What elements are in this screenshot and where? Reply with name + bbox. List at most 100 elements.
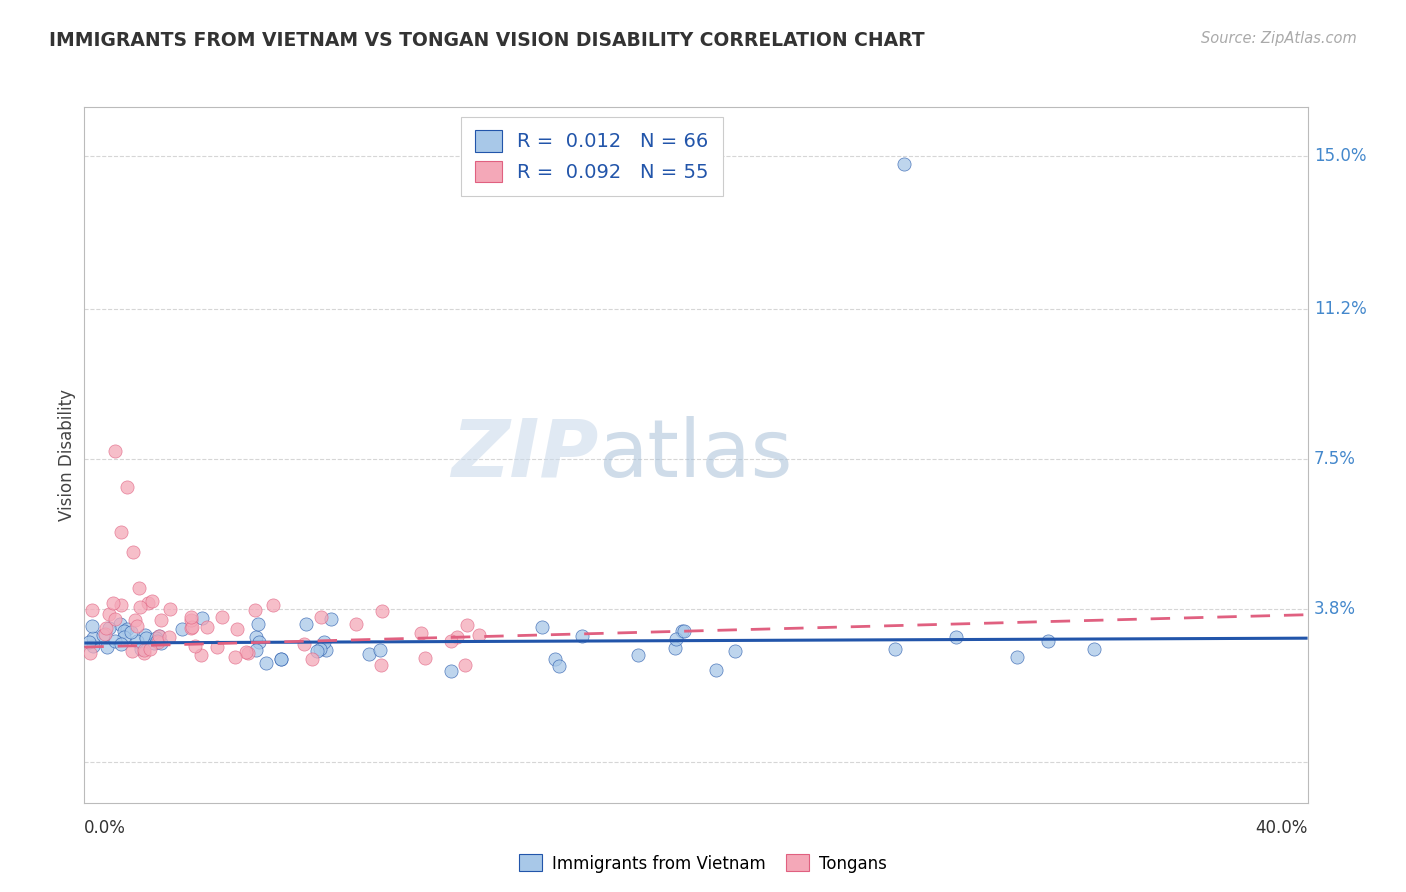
Point xyxy=(150,636,173,650)
Point xyxy=(146,634,169,648)
Point xyxy=(531,620,554,634)
Point xyxy=(110,598,132,612)
Point xyxy=(121,624,143,639)
Point xyxy=(135,631,157,645)
Point xyxy=(1083,642,1105,657)
Point xyxy=(704,663,727,677)
Point xyxy=(82,619,104,633)
Point xyxy=(112,624,135,639)
Point xyxy=(180,613,202,627)
Point xyxy=(79,646,101,660)
Point xyxy=(945,630,967,644)
Point xyxy=(453,658,475,673)
Point xyxy=(110,524,132,539)
Text: Source: ZipAtlas.com: Source: ZipAtlas.com xyxy=(1201,31,1357,46)
Point xyxy=(148,634,170,648)
Point xyxy=(82,639,104,653)
Point xyxy=(96,621,118,635)
Point xyxy=(211,609,233,624)
Point xyxy=(309,641,332,656)
Point xyxy=(134,628,156,642)
Text: 11.2%: 11.2% xyxy=(1313,301,1367,318)
Point xyxy=(159,601,181,615)
Point xyxy=(446,630,468,644)
Point xyxy=(143,636,166,650)
Point xyxy=(357,647,380,661)
Point xyxy=(145,632,167,646)
Point xyxy=(247,635,270,649)
Point xyxy=(91,627,114,641)
Point xyxy=(883,642,905,657)
Point xyxy=(104,443,127,458)
Point xyxy=(183,640,205,654)
Point xyxy=(370,657,392,672)
Point xyxy=(548,658,571,673)
Point xyxy=(245,643,267,657)
Point xyxy=(82,631,104,645)
Point xyxy=(270,651,292,665)
Point xyxy=(245,630,267,644)
Point xyxy=(97,621,120,635)
Point xyxy=(440,634,463,648)
Y-axis label: Vision Disability: Vision Disability xyxy=(58,389,76,521)
Point xyxy=(121,644,143,658)
Point xyxy=(371,604,394,618)
Point xyxy=(665,632,688,646)
Point xyxy=(148,629,170,643)
Point xyxy=(262,598,284,612)
Point xyxy=(124,613,146,627)
Point xyxy=(413,651,436,665)
Point xyxy=(148,629,170,643)
Point xyxy=(235,645,257,659)
Point xyxy=(254,656,277,670)
Point xyxy=(295,617,318,632)
Point xyxy=(104,634,127,648)
Point xyxy=(112,630,135,644)
Point xyxy=(127,619,149,633)
Point xyxy=(456,617,478,632)
Point xyxy=(671,624,693,639)
Point xyxy=(292,637,315,651)
Point xyxy=(1005,650,1028,665)
Point xyxy=(134,646,156,660)
Point xyxy=(315,643,337,657)
Point xyxy=(108,616,131,631)
Text: atlas: atlas xyxy=(598,416,793,494)
Point xyxy=(1036,634,1059,648)
Point xyxy=(664,641,686,656)
Point xyxy=(110,637,132,651)
Text: 15.0%: 15.0% xyxy=(1313,146,1367,165)
Point xyxy=(307,643,329,657)
Text: 0.0%: 0.0% xyxy=(84,819,127,837)
Point xyxy=(236,646,259,660)
Point xyxy=(190,648,212,663)
Text: IMMIGRANTS FROM VIETNAM VS TONGAN VISION DISABILITY CORRELATION CHART: IMMIGRANTS FROM VIETNAM VS TONGAN VISION… xyxy=(49,31,925,50)
Point xyxy=(80,603,103,617)
Point xyxy=(543,652,565,666)
Point xyxy=(368,642,391,657)
Point xyxy=(270,652,292,666)
Point xyxy=(139,642,162,657)
Point xyxy=(122,545,145,559)
Point xyxy=(672,624,695,638)
Point xyxy=(191,611,214,625)
Point xyxy=(312,634,335,648)
Point xyxy=(309,610,332,624)
Point xyxy=(157,630,180,644)
Legend: R =  0.012   N = 66, R =  0.092   N = 55: R = 0.012 N = 66, R = 0.092 N = 55 xyxy=(461,117,723,196)
Legend: Immigrants from Vietnam, Tongans: Immigrants from Vietnam, Tongans xyxy=(512,847,894,880)
Text: 40.0%: 40.0% xyxy=(1256,819,1308,837)
Point xyxy=(724,644,747,658)
Point xyxy=(344,617,367,632)
Point xyxy=(77,634,100,648)
Point xyxy=(149,613,172,627)
Point xyxy=(319,612,342,626)
Point xyxy=(134,642,156,657)
Point xyxy=(136,596,159,610)
Point xyxy=(246,617,269,632)
Text: 3.8%: 3.8% xyxy=(1313,599,1355,617)
Point xyxy=(180,621,202,635)
Point xyxy=(301,651,323,665)
Point xyxy=(170,622,193,636)
Point xyxy=(224,649,246,664)
